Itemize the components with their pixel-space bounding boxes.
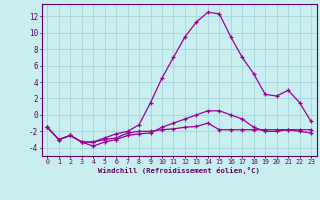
X-axis label: Windchill (Refroidissement éolien,°C): Windchill (Refroidissement éolien,°C) [98, 167, 260, 174]
